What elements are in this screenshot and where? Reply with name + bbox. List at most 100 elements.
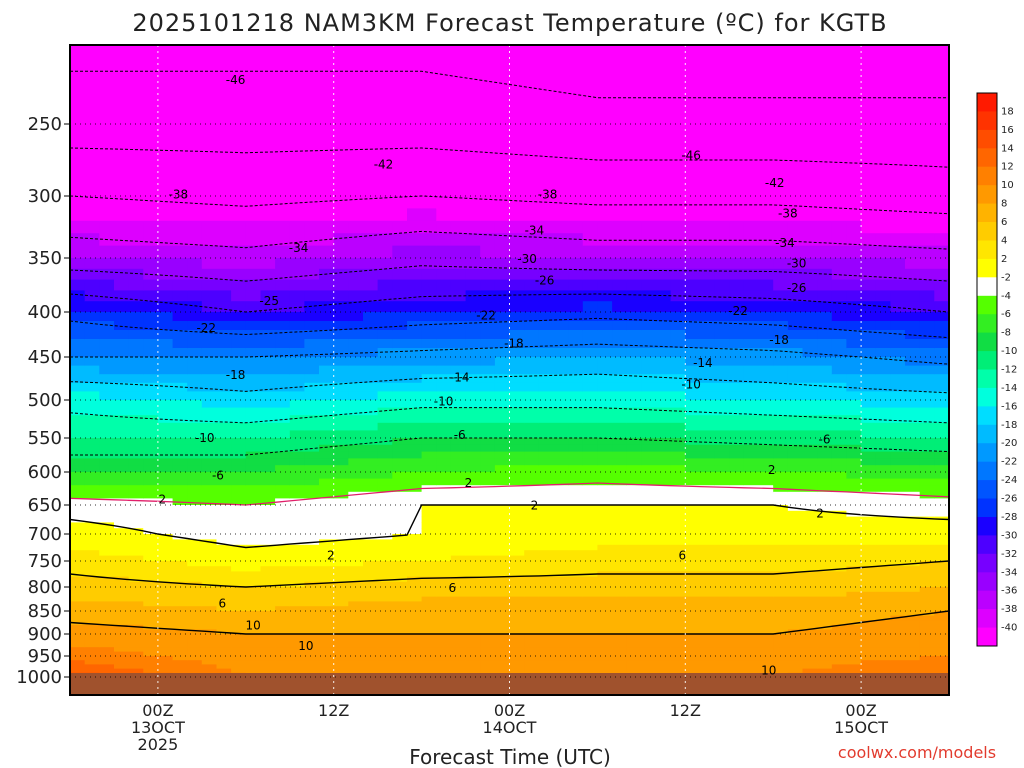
- temperature-cell: [245, 561, 262, 567]
- temperature-cell: [568, 348, 584, 358]
- temperature-cell: [568, 587, 584, 593]
- temperature-cell: [348, 76, 364, 93]
- temperature-cell: [509, 550, 525, 557]
- temperature-cell: [275, 458, 291, 466]
- temperature-cell: [99, 382, 115, 392]
- temperature-cell: [656, 76, 672, 93]
- temperature-cell: [245, 167, 262, 183]
- temperature-cell: [509, 245, 525, 259]
- temperature-cell: [626, 45, 642, 62]
- temperature-cell: [231, 45, 247, 62]
- temperature-cell: [729, 407, 745, 416]
- temperature-cell: [787, 668, 804, 674]
- temperature-cell: [817, 196, 833, 209]
- temperature-cell: [641, 576, 657, 583]
- temperature-cell: [582, 516, 598, 523]
- temperature-cell: [553, 438, 569, 446]
- temperature-cell: [919, 660, 935, 665]
- temperature-cell: [787, 458, 804, 466]
- temperature-cell: [275, 152, 291, 168]
- temperature-cell: [99, 472, 115, 480]
- temperature-cell: [905, 611, 921, 617]
- temperature-cell: [743, 220, 760, 234]
- temperature-cell: [363, 45, 379, 62]
- temperature-cell: [172, 651, 188, 657]
- temperature-cell: [201, 382, 218, 392]
- temperature-cell: [187, 444, 203, 453]
- temperature-cell: [861, 196, 877, 209]
- temperature-cell: [582, 348, 598, 358]
- temperature-cell: [319, 45, 335, 62]
- temperature-cell: [363, 438, 379, 446]
- temperature-cell: [861, 458, 877, 466]
- temperature-cell: [363, 415, 379, 424]
- temperature-cell: [773, 629, 789, 635]
- temperature-cell: [538, 505, 555, 512]
- temperature-cell: [348, 629, 364, 635]
- temperature-cell: [187, 611, 203, 617]
- temperature-cell: [465, 571, 481, 578]
- temperature-cell: [612, 321, 628, 331]
- temperature-cell: [919, 522, 935, 529]
- temperature-cell: [846, 596, 862, 602]
- temperature-cell: [729, 544, 745, 551]
- temperature-cell: [831, 301, 847, 313]
- temperature-cell: [114, 638, 130, 644]
- temperature-cell: [758, 60, 774, 78]
- temperature-cell: [407, 561, 423, 567]
- temperature-cell: [348, 233, 364, 247]
- temperature-cell: [861, 348, 877, 358]
- temperature-cell: [553, 290, 569, 302]
- temperature-cell: [802, 124, 818, 139]
- temperature-cell: [319, 430, 335, 439]
- temperature-cell: [524, 245, 540, 259]
- temperature-cell: [758, 382, 774, 392]
- temperature-cell: [157, 485, 174, 493]
- temperature-cell: [304, 647, 320, 653]
- temperature-cell: [524, 544, 540, 551]
- temperature-cell: [436, 60, 452, 78]
- temperature-cell: [905, 647, 921, 653]
- temperature-cell: [905, 498, 921, 506]
- temperature-cell: [524, 196, 540, 209]
- temperature-cell: [714, 642, 730, 648]
- temperature-cell: [538, 60, 555, 78]
- temperature-cell: [670, 601, 686, 607]
- temperature-cell: [670, 465, 686, 473]
- temperature-cell: [831, 505, 847, 512]
- temperature-cell: [758, 348, 774, 358]
- colorbar-swatch: [977, 129, 997, 149]
- temperature-cell: [817, 587, 833, 593]
- temperature-cell: [260, 348, 276, 358]
- temperature-cell: [407, 544, 423, 551]
- temperature-cell: [626, 220, 642, 234]
- temperature-cell: [157, 181, 174, 197]
- temperature-cell: [582, 415, 598, 424]
- temperature-cell: [524, 651, 540, 657]
- temperature-cell: [641, 245, 657, 259]
- temperature-cell: [421, 391, 437, 401]
- temperature-cell: [407, 400, 423, 409]
- temperature-cell: [743, 651, 760, 657]
- temperature-cell: [157, 642, 174, 648]
- temperature-cell: [743, 478, 760, 486]
- temperature-cell: [538, 544, 555, 551]
- contour-label: -26: [787, 281, 807, 295]
- temperature-cell: [319, 566, 335, 572]
- temperature-cell: [714, 668, 730, 674]
- temperature-cell: [758, 268, 774, 281]
- temperature-cell: [216, 138, 232, 154]
- temperature-cell: [626, 510, 642, 518]
- temperature-cell: [934, 505, 949, 512]
- temperature-cell: [758, 550, 774, 557]
- temperature-cell: [773, 444, 789, 453]
- temperature-cell: [128, 571, 144, 578]
- temperature-cell: [553, 92, 569, 109]
- temperature-cell: [758, 647, 774, 653]
- temperature-cell: [612, 290, 628, 302]
- temperature-cell: [597, 138, 613, 154]
- temperature-cell: [421, 634, 437, 639]
- temperature-cell: [890, 391, 906, 401]
- temperature-cell: [743, 561, 760, 567]
- temperature-cell: [817, 138, 833, 154]
